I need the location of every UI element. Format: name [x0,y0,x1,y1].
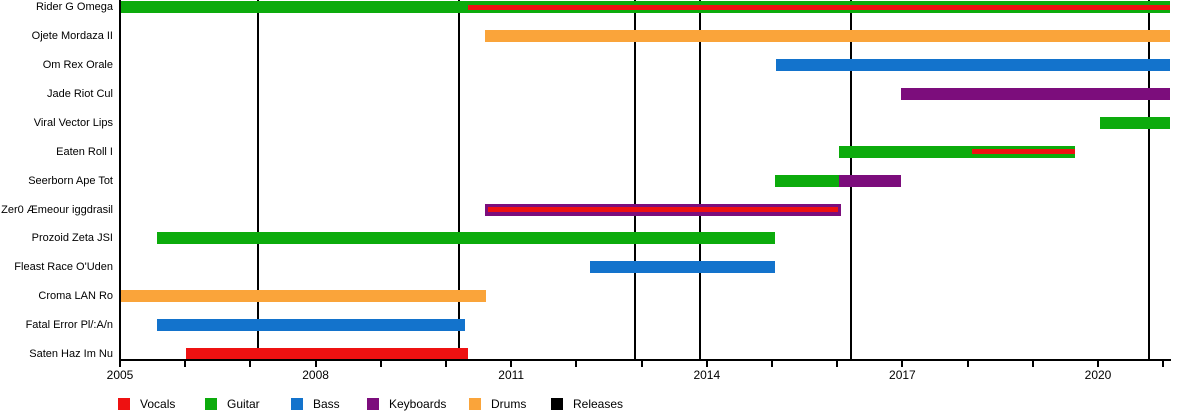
timeline-bar-drums [485,29,1170,42]
timeline-bar-bass [157,319,465,332]
x-tick [119,361,121,367]
member-label: Rider G Omega [35,1,113,13]
x-tick [1162,361,1165,367]
legend-swatch-drums [469,398,481,410]
x-tick-label: 2005 [106,368,134,382]
timeline-bar-guitar [775,174,840,187]
legend-label: Releases [573,397,624,411]
legend-label: Keyboards [389,397,447,411]
timeline-bar-guitar [1100,116,1170,129]
x-tick-label: 2014 [693,368,721,382]
x-tick [575,361,578,367]
timeline-bar-vocals [185,348,469,361]
x-tick-label: 2008 [302,368,329,382]
x-axis-line [119,359,1171,361]
release-line [699,0,702,360]
timeline-bar-drums [120,290,486,303]
legend-swatch-guitar [205,398,217,410]
timeline-bar-guitar [157,232,776,245]
x-tick [966,361,969,367]
x-tick [705,361,708,367]
x-tick-label: 2020 [1084,368,1112,382]
timeline-bar-keyboards [839,174,902,187]
timeline-bar-keyboards [901,87,1170,100]
legend-label: Drums [491,397,527,411]
legend: Vocals Guitar Bass Keyboards Drums Releases [0,396,1200,418]
x-tick [445,361,447,367]
release-line [634,0,637,360]
member-label: Eaten Roll I [56,145,113,158]
legend-swatch-keyboards [367,398,379,410]
release-line [458,0,460,360]
x-tick [640,361,643,367]
member-label: Prozoid Zeta JSI [31,232,113,245]
timeline-overlay-vocals [468,4,1170,10]
member-label: Fleast Race O'Uden [14,261,113,274]
member-label: Saten Haz Im Nu [29,348,113,361]
legend-swatch-releases [551,398,563,410]
legend-label: Bass [313,397,340,411]
x-tick [184,361,187,367]
member-label: Ojete Mordaza II [31,29,113,42]
release-line [1147,0,1150,360]
member-label: Jade Riot Cul [46,87,113,100]
x-tick [836,361,839,367]
member-label: Fatal Error Pl/:A/n [25,319,113,332]
member-label: Croma LAN Ro [38,290,113,303]
x-tick [379,361,382,367]
legend-swatch-bass [291,398,303,410]
x-tick [249,361,252,367]
legend-swatch-vocals [118,398,130,410]
y-axis-line [119,0,121,361]
legend-label: Vocals [140,397,176,411]
member-label: Zer0 Æmeour iggdrasil [1,203,113,216]
member-label: Om Rex Orale [42,58,113,71]
x-tick [1097,361,1099,367]
x-tick-label: 2017 [889,368,916,382]
member-label: Seerborn Ape Tot [28,174,113,187]
timeline-overlay-vocals [972,149,1076,155]
release-line [257,0,260,360]
legend-label: Guitar [227,397,260,411]
x-tick [510,361,513,367]
x-tick [771,361,773,367]
timeline-bar-bass [775,58,1170,71]
timeline-bar-bass [590,261,776,274]
timeline-bar-guitar [839,145,1076,158]
x-tick [314,361,317,367]
member-label: Viral Vector Lips [33,116,113,129]
x-tick [901,361,904,367]
x-tick [1031,361,1034,367]
x-tick-label: 2011 [498,368,525,382]
timeline-overlay-vocals [487,207,839,212]
